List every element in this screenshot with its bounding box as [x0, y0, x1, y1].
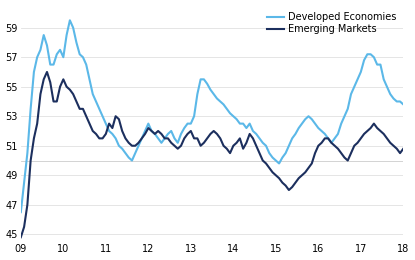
Line: Emerging Markets: Emerging Markets: [21, 72, 403, 237]
Emerging Markets: [322, 137, 327, 140]
Emerging Markets: [401, 147, 406, 150]
Line: Developed Economies: Developed Economies: [21, 20, 403, 212]
Emerging Markets: [286, 188, 291, 192]
Developed Economies: [152, 132, 157, 135]
Developed Economies: [286, 144, 291, 147]
Developed Economies: [18, 211, 23, 214]
Emerging Markets: [100, 137, 105, 140]
Emerging Markets: [64, 85, 69, 88]
Emerging Markets: [316, 144, 321, 147]
Developed Economies: [100, 115, 105, 118]
Developed Economies: [316, 126, 321, 129]
Emerging Markets: [152, 132, 157, 135]
Developed Economies: [401, 103, 406, 106]
Developed Economies: [322, 132, 327, 135]
Emerging Markets: [18, 236, 23, 239]
Developed Economies: [61, 56, 66, 59]
Legend: Developed Economies, Emerging Markets: Developed Economies, Emerging Markets: [265, 10, 398, 36]
Developed Economies: [67, 19, 72, 22]
Emerging Markets: [44, 70, 49, 74]
